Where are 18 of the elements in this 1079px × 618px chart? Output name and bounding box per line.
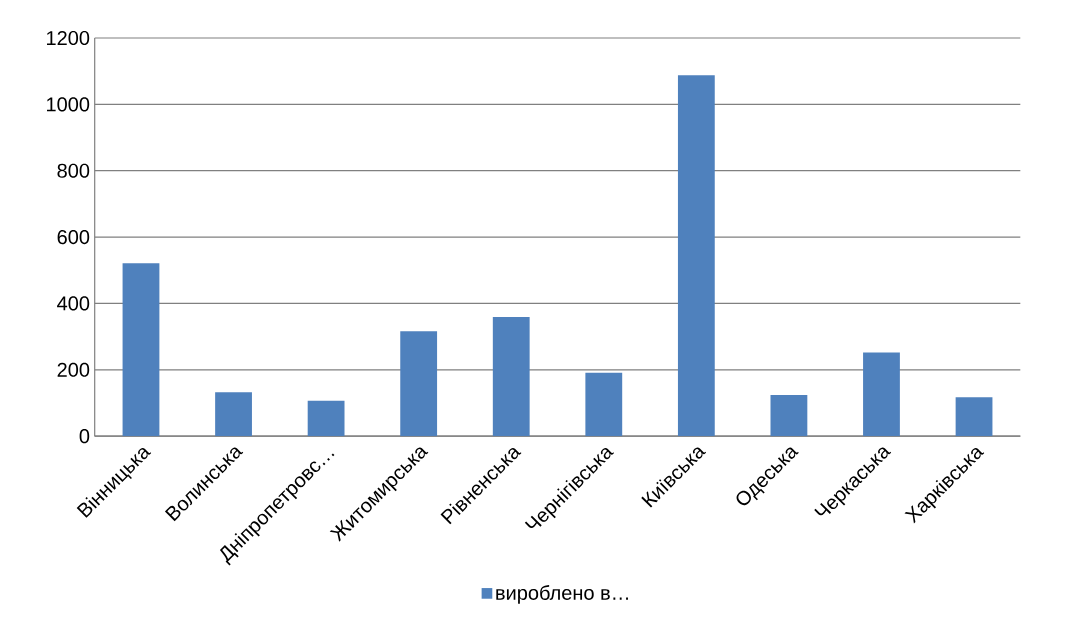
y-tick-label: 200 <box>57 362 90 378</box>
y-tick-label: 1200 <box>47 31 90 46</box>
bar <box>215 392 252 437</box>
bar <box>492 317 530 437</box>
bar <box>770 395 808 437</box>
legend-label: вироблено в… <box>496 585 628 605</box>
bar <box>677 75 715 437</box>
bar <box>400 331 438 437</box>
bar <box>955 397 993 437</box>
bar <box>307 400 345 437</box>
y-tick-label: 800 <box>57 163 90 179</box>
y-tick-label: 600 <box>57 230 90 245</box>
y-tick-label: 0 <box>79 429 90 444</box>
bar <box>122 263 160 437</box>
bar <box>585 373 623 437</box>
y-tick-label: 400 <box>57 296 90 311</box>
bar <box>863 352 900 437</box>
y-tick-label: 1000 <box>47 97 90 112</box>
